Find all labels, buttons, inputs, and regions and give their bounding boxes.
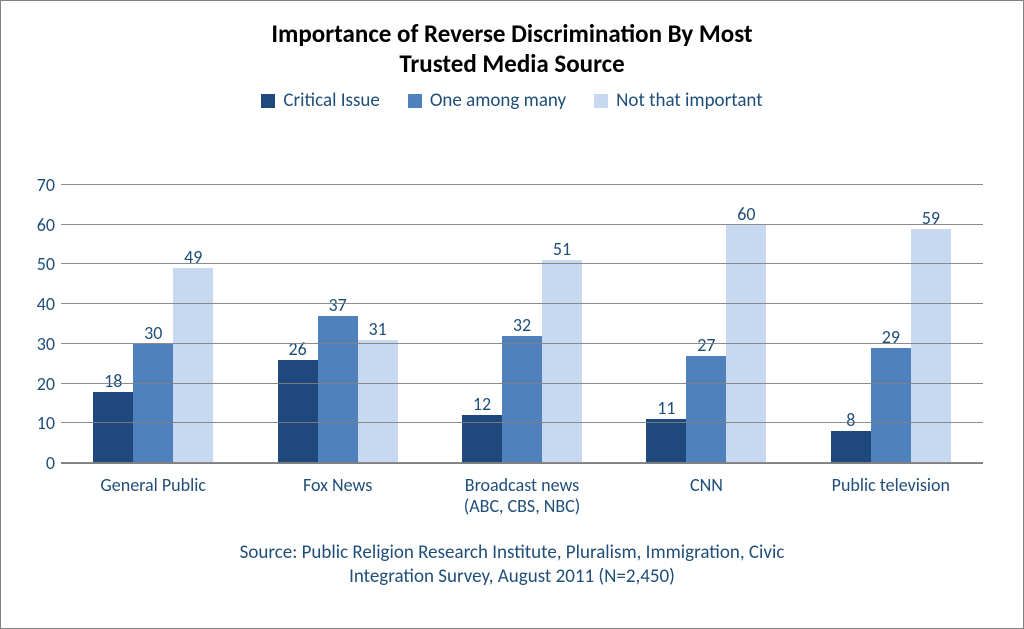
bar-value-label: 51: [553, 238, 571, 260]
bar: 32: [502, 336, 542, 463]
x-tick-label-line1: Broadcast news: [434, 475, 610, 496]
bar: 11: [646, 419, 686, 463]
gridline: [61, 422, 983, 423]
y-tick-label: 40: [25, 293, 55, 315]
y-tick-label: 70: [25, 174, 55, 196]
bar-value-label: 12: [473, 393, 491, 415]
source-line2: Integration Survey, August 2011 (N=2,450…: [81, 565, 943, 589]
x-tick-label-line1: General Public: [65, 475, 241, 496]
legend-swatch-one-among-many: [408, 94, 422, 108]
x-tick-label: Broadcast news(ABC, CBS, NBC): [430, 469, 614, 516]
bar-group: 183049: [61, 185, 245, 463]
x-tick-label-line1: Fox News: [249, 475, 425, 496]
x-tick-label: Fox News: [245, 469, 429, 516]
gridline: [61, 263, 983, 264]
x-tick-label-line1: CNN: [618, 475, 794, 496]
bar: 49: [173, 268, 213, 463]
bar-value-label: 31: [368, 318, 386, 340]
chart-title-line1: Importance of Reverse Discrimination By …: [41, 19, 983, 49]
y-tick-label: 30: [25, 333, 55, 355]
chart-frame: Importance of Reverse Discrimination By …: [0, 0, 1024, 629]
bar-group: 82959: [799, 185, 983, 463]
legend-label-one-among-many: One among many: [430, 89, 566, 112]
bar-value-label: 59: [922, 207, 940, 229]
bar-group: 112760: [614, 185, 798, 463]
bar: 60: [726, 225, 766, 463]
bar-groups: 18304926373112325111276082959: [61, 185, 983, 463]
gridline: [61, 224, 983, 225]
legend-label-critical: Critical Issue: [283, 89, 379, 112]
bar-value-label: 11: [657, 397, 675, 419]
bar: 51: [542, 260, 582, 463]
gridline: [61, 303, 983, 304]
bar: 31: [358, 340, 398, 463]
legend: Critical Issue One among many Not that i…: [1, 79, 1023, 118]
bar-value-label: 32: [513, 314, 531, 336]
legend-swatch-critical: [261, 94, 275, 108]
x-tick-label: CNN: [614, 469, 798, 516]
bar-value-label: 8: [846, 409, 855, 431]
gridline: [61, 184, 983, 185]
y-tick-label: 20: [25, 373, 55, 395]
chart-title-line2: Trusted Media Source: [41, 49, 983, 79]
gridline: [61, 383, 983, 384]
bar-group: 263731: [245, 185, 429, 463]
bar-value-label: 18: [104, 370, 122, 392]
bar-value-label: 49: [184, 246, 202, 268]
bar: 30: [133, 344, 173, 463]
bar-group: 123251: [430, 185, 614, 463]
gridline: [61, 462, 983, 463]
bar-value-label: 30: [144, 322, 162, 344]
bar: 26: [278, 360, 318, 463]
chart-title: Importance of Reverse Discrimination By …: [1, 1, 1023, 79]
bar: 18: [93, 392, 133, 463]
bar: 29: [871, 348, 911, 463]
y-tick-label: 60: [25, 214, 55, 236]
x-axis-labels: General PublicFox NewsBroadcast news(ABC…: [61, 469, 983, 516]
bar-value-label: 60: [737, 203, 755, 225]
source-line1: Source: Public Religion Research Institu…: [81, 541, 943, 565]
plot-area: 18304926373112325111276082959 0102030405…: [61, 185, 983, 463]
bar-value-label: 26: [288, 338, 306, 360]
legend-item-one-among-many: One among many: [408, 89, 566, 112]
y-tick-label: 0: [25, 452, 55, 474]
x-tick-label-line1: Public television: [803, 475, 979, 496]
x-tick-label: General Public: [61, 469, 245, 516]
bar: 37: [318, 316, 358, 463]
x-tick-label-line2: (ABC, CBS, NBC): [434, 496, 610, 517]
bar-value-label: 29: [882, 326, 900, 348]
legend-swatch-not-important: [594, 94, 608, 108]
bar-value-label: 27: [697, 334, 715, 356]
y-tick-label: 50: [25, 253, 55, 275]
source-caption: Source: Public Religion Research Institu…: [1, 541, 1023, 589]
bar: 8: [831, 431, 871, 463]
legend-item-not-important: Not that important: [594, 89, 762, 112]
y-tick-label: 10: [25, 412, 55, 434]
gridline: [61, 343, 983, 344]
bar: 27: [686, 356, 726, 463]
x-tick-label: Public television: [799, 469, 983, 516]
plot: 18304926373112325111276082959 0102030405…: [61, 185, 983, 464]
bar-value-label: 37: [328, 294, 346, 316]
legend-item-critical: Critical Issue: [261, 89, 379, 112]
legend-label-not-important: Not that important: [616, 89, 762, 112]
